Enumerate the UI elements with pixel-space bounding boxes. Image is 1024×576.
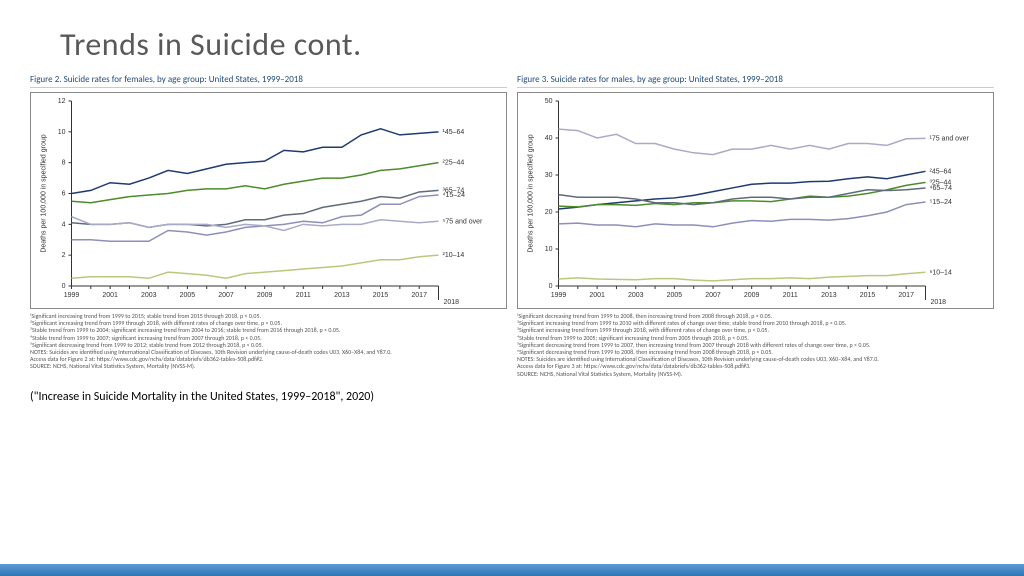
svg-text:2015: 2015: [860, 292, 876, 299]
svg-text:²25–44: ²25–44: [443, 160, 465, 167]
figure-3-plot: 0 10 20 30 40 50 1999 2001 2003 2005 2007 2009 2011 2…: [517, 92, 994, 309]
svg-text:¹45–64: ¹45–64: [443, 129, 465, 136]
bottom-accent-bar: [0, 564, 1024, 576]
svg-text:2009: 2009: [257, 292, 273, 299]
svg-text:12: 12: [58, 98, 66, 105]
figure-2-plot: 0 2 4 6 8 10 12 1999 2001 2003 2005 2007 2009 2011 201…: [30, 92, 507, 309]
svg-text:10: 10: [545, 246, 553, 253]
svg-text:2: 2: [62, 252, 66, 259]
svg-text:2011: 2011: [296, 292, 311, 299]
svg-text:Deaths per 100,000 in specifie: Deaths per 100,000 in specified group: [41, 134, 48, 252]
svg-text:⁶10–14: ⁶10–14: [930, 269, 952, 276]
svg-text:50: 50: [545, 98, 553, 105]
figure-3-column: Figure 3. Suicide rates for males, by ag…: [517, 74, 994, 378]
figure-3-footnotes: ¹Significant decreasing trend from 1999 …: [517, 313, 994, 378]
svg-text:⁵75 and over: ⁵75 and over: [443, 218, 484, 225]
svg-text:Deaths per 100,000 in specifie: Deaths per 100,000 in specified group: [528, 134, 535, 252]
svg-text:2003: 2003: [141, 292, 157, 299]
svg-text:2018: 2018: [931, 299, 947, 306]
svg-text:⁴65–74: ⁴65–74: [930, 185, 953, 192]
svg-text:2018: 2018: [444, 299, 460, 306]
svg-text:²45–64: ²45–64: [930, 168, 952, 175]
svg-text:2017: 2017: [411, 292, 427, 299]
svg-text:2005: 2005: [667, 292, 683, 299]
svg-text:0: 0: [549, 283, 553, 290]
svg-text:2007: 2007: [705, 292, 721, 299]
svg-text:¹75 and over: ¹75 and over: [930, 135, 970, 142]
figure-3-title: Figure 3. Suicide rates for males, by ag…: [517, 74, 994, 88]
svg-text:10: 10: [58, 129, 66, 136]
svg-text:30: 30: [545, 172, 553, 179]
svg-text:40: 40: [545, 135, 553, 142]
svg-text:20: 20: [545, 209, 553, 216]
svg-text:2005: 2005: [180, 292, 196, 299]
svg-text:⁵15–24: ⁵15–24: [930, 199, 952, 206]
svg-text:4: 4: [62, 221, 66, 228]
svg-text:2013: 2013: [334, 292, 350, 299]
svg-text:2013: 2013: [821, 292, 837, 299]
svg-text:2009: 2009: [744, 292, 760, 299]
svg-text:2011: 2011: [783, 292, 798, 299]
svg-text:8: 8: [62, 160, 66, 167]
svg-text:2001: 2001: [589, 292, 605, 299]
svg-text:2007: 2007: [218, 292, 234, 299]
svg-text:2015: 2015: [373, 292, 389, 299]
svg-text:2003: 2003: [628, 292, 644, 299]
svg-text:0: 0: [62, 283, 66, 290]
svg-text:2001: 2001: [102, 292, 118, 299]
figure-2-column: Figure 2. Suicide rates for females, by …: [30, 74, 507, 378]
figure-2-title: Figure 2. Suicide rates for females, by …: [30, 74, 507, 88]
svg-text:⁴15–24: ⁴15–24: [443, 192, 466, 199]
svg-text:1999: 1999: [551, 292, 567, 299]
svg-text:6: 6: [62, 191, 66, 198]
svg-text:1999: 1999: [64, 292, 80, 299]
figure-2-footnotes: ¹Significant increasing trend from 1999 …: [30, 313, 507, 371]
charts-row: Figure 2. Suicide rates for females, by …: [0, 74, 1024, 378]
svg-text:2017: 2017: [898, 292, 914, 299]
svg-text:²10–14: ²10–14: [443, 252, 465, 259]
citation-text: ("Increase in Suicide Mortality in the U…: [0, 378, 1024, 404]
slide-title: Trends in Suicide cont.: [0, 0, 1024, 74]
